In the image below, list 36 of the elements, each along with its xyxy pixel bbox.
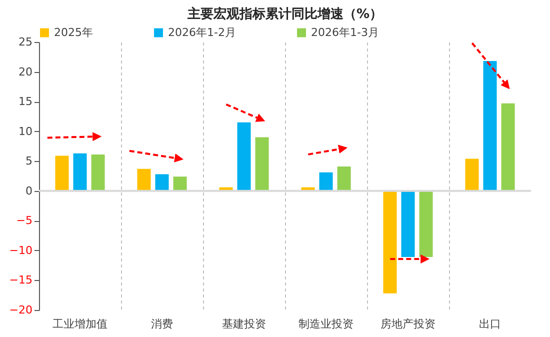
y-tick-label: 25	[18, 36, 32, 48]
chart-title: 主要宏观指标累计同比增速（%）	[186, 6, 383, 22]
bar	[401, 190, 415, 257]
bar	[501, 103, 515, 191]
x-tick-label: 房地产投资	[380, 318, 436, 330]
bar	[173, 176, 187, 191]
x-tick-label: 工业增加值	[52, 318, 108, 330]
bar	[319, 172, 333, 191]
bar	[483, 61, 497, 191]
x-tick-label: 出口	[479, 318, 501, 330]
y-tick-label: −20	[9, 304, 32, 316]
legend-label: 2026年1-3月	[311, 26, 379, 39]
y-tick-label: −10	[9, 244, 32, 257]
bar	[91, 154, 105, 191]
y-tick-label: 15	[18, 95, 32, 108]
bar	[465, 158, 479, 191]
legend-label: 2026年1-2月	[168, 26, 236, 39]
x-tick-label: 基建投资	[222, 318, 266, 330]
bar	[337, 166, 351, 191]
bar	[55, 156, 69, 191]
bar	[73, 153, 87, 191]
y-tick-label: 20	[18, 65, 32, 78]
y-tick-label: −5	[16, 214, 32, 228]
bar	[383, 190, 397, 294]
legend-label: 2025年	[54, 26, 93, 39]
bar	[137, 168, 151, 191]
y-tick-label: 10	[18, 124, 32, 138]
x-tick-label: 消费	[151, 318, 173, 330]
y-tick-label: 0	[26, 184, 32, 198]
y-tick-label: −15	[9, 274, 32, 287]
x-tick-label: 制造业投资	[298, 318, 354, 330]
bar	[255, 137, 269, 191]
y-tick-label: 5	[26, 154, 32, 168]
bar	[237, 122, 251, 191]
bar	[419, 190, 433, 257]
bar	[155, 174, 169, 191]
